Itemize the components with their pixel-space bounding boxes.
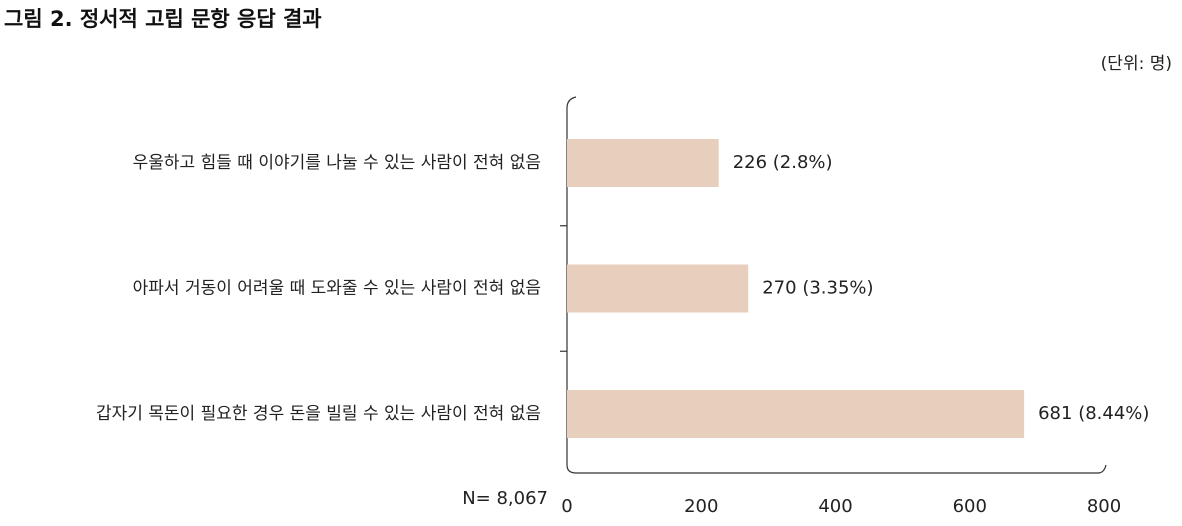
chart-title: 그림 2. 정서적 고립 문항 응답 결과 bbox=[4, 7, 322, 31]
x-tick-label: 400 bbox=[818, 496, 852, 517]
y-tick-label: 우울하고 힘들 때 이야기를 나눌 수 있는 사람이 전혀 없음 bbox=[133, 153, 541, 173]
x-tick-label: 600 bbox=[953, 496, 987, 517]
unit-label: (단위: 명) bbox=[1101, 54, 1172, 74]
x-tick-label: 0 bbox=[561, 496, 572, 517]
y-tick-label: 갑자기 목돈이 필요한 경우 돈을 빌릴 수 있는 사람이 전혀 없음 bbox=[96, 404, 541, 424]
axis-frame bbox=[566, 96, 1107, 474]
value-label: 226 (2.8%) bbox=[733, 152, 833, 173]
value-label: 270 (3.35%) bbox=[762, 278, 873, 299]
note: N= 8,067 bbox=[462, 488, 548, 509]
value-label: 681 (8.44%) bbox=[1038, 403, 1149, 424]
bar bbox=[567, 139, 719, 187]
x-tick-label: 800 bbox=[1087, 496, 1121, 517]
y-tick-label: 아파서 거동이 어려울 때 도와줄 수 있는 사람이 전혀 없음 bbox=[133, 279, 541, 299]
bar bbox=[567, 264, 749, 313]
x-tick-label: 200 bbox=[684, 496, 718, 517]
bar bbox=[567, 390, 1025, 438]
